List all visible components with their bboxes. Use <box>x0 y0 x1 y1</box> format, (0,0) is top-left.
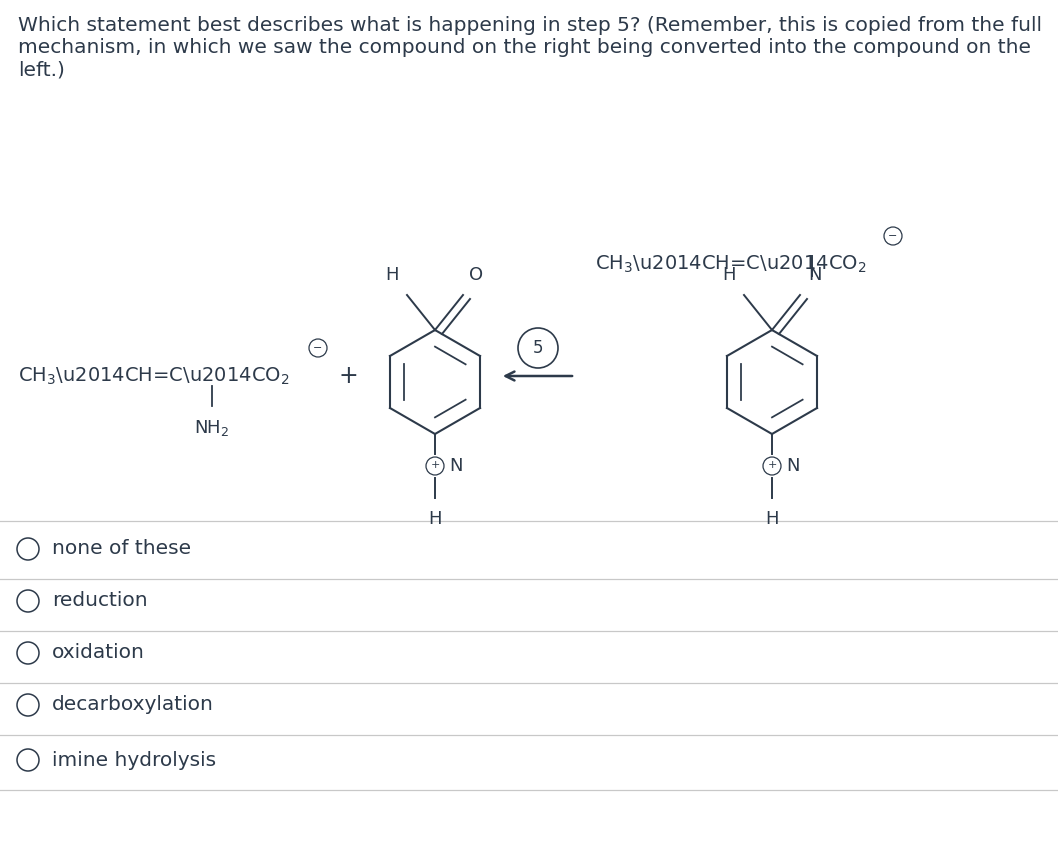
Text: −: − <box>889 231 897 241</box>
Text: H: H <box>428 510 442 528</box>
Text: H: H <box>385 266 399 284</box>
Circle shape <box>309 339 327 357</box>
Circle shape <box>426 457 444 475</box>
Text: +: + <box>339 364 358 388</box>
Circle shape <box>884 227 902 245</box>
Text: CH$_3$\u2014CH=C\u2014CO$_2$: CH$_3$\u2014CH=C\u2014CO$_2$ <box>18 365 290 387</box>
Text: imine hydrolysis: imine hydrolysis <box>52 750 216 770</box>
Text: H: H <box>723 266 736 284</box>
Text: O: O <box>469 266 484 284</box>
Text: +: + <box>431 461 440 470</box>
Text: left.): left.) <box>18 60 65 79</box>
Text: none of these: none of these <box>52 539 191 559</box>
Text: Which statement best describes what is happening in step 5? (Remember, this is c: Which statement best describes what is h… <box>18 16 1042 35</box>
Text: mechanism, in which we saw the compound on the right being converted into the co: mechanism, in which we saw the compound … <box>18 38 1030 57</box>
Text: 5: 5 <box>533 339 543 357</box>
Text: H: H <box>765 510 779 528</box>
Circle shape <box>518 328 558 368</box>
Text: NH$_2$: NH$_2$ <box>195 418 230 438</box>
Text: +: + <box>767 461 777 470</box>
Text: CH$_3$\u2014CH=C\u2014CO$_2$: CH$_3$\u2014CH=C\u2014CO$_2$ <box>595 253 867 274</box>
Text: N: N <box>808 266 821 284</box>
Text: −: − <box>313 343 323 353</box>
Text: N: N <box>786 457 800 475</box>
Circle shape <box>763 457 781 475</box>
Text: decarboxylation: decarboxylation <box>52 695 214 715</box>
Text: reduction: reduction <box>52 592 148 610</box>
Text: oxidation: oxidation <box>52 643 145 663</box>
Text: N: N <box>449 457 462 475</box>
